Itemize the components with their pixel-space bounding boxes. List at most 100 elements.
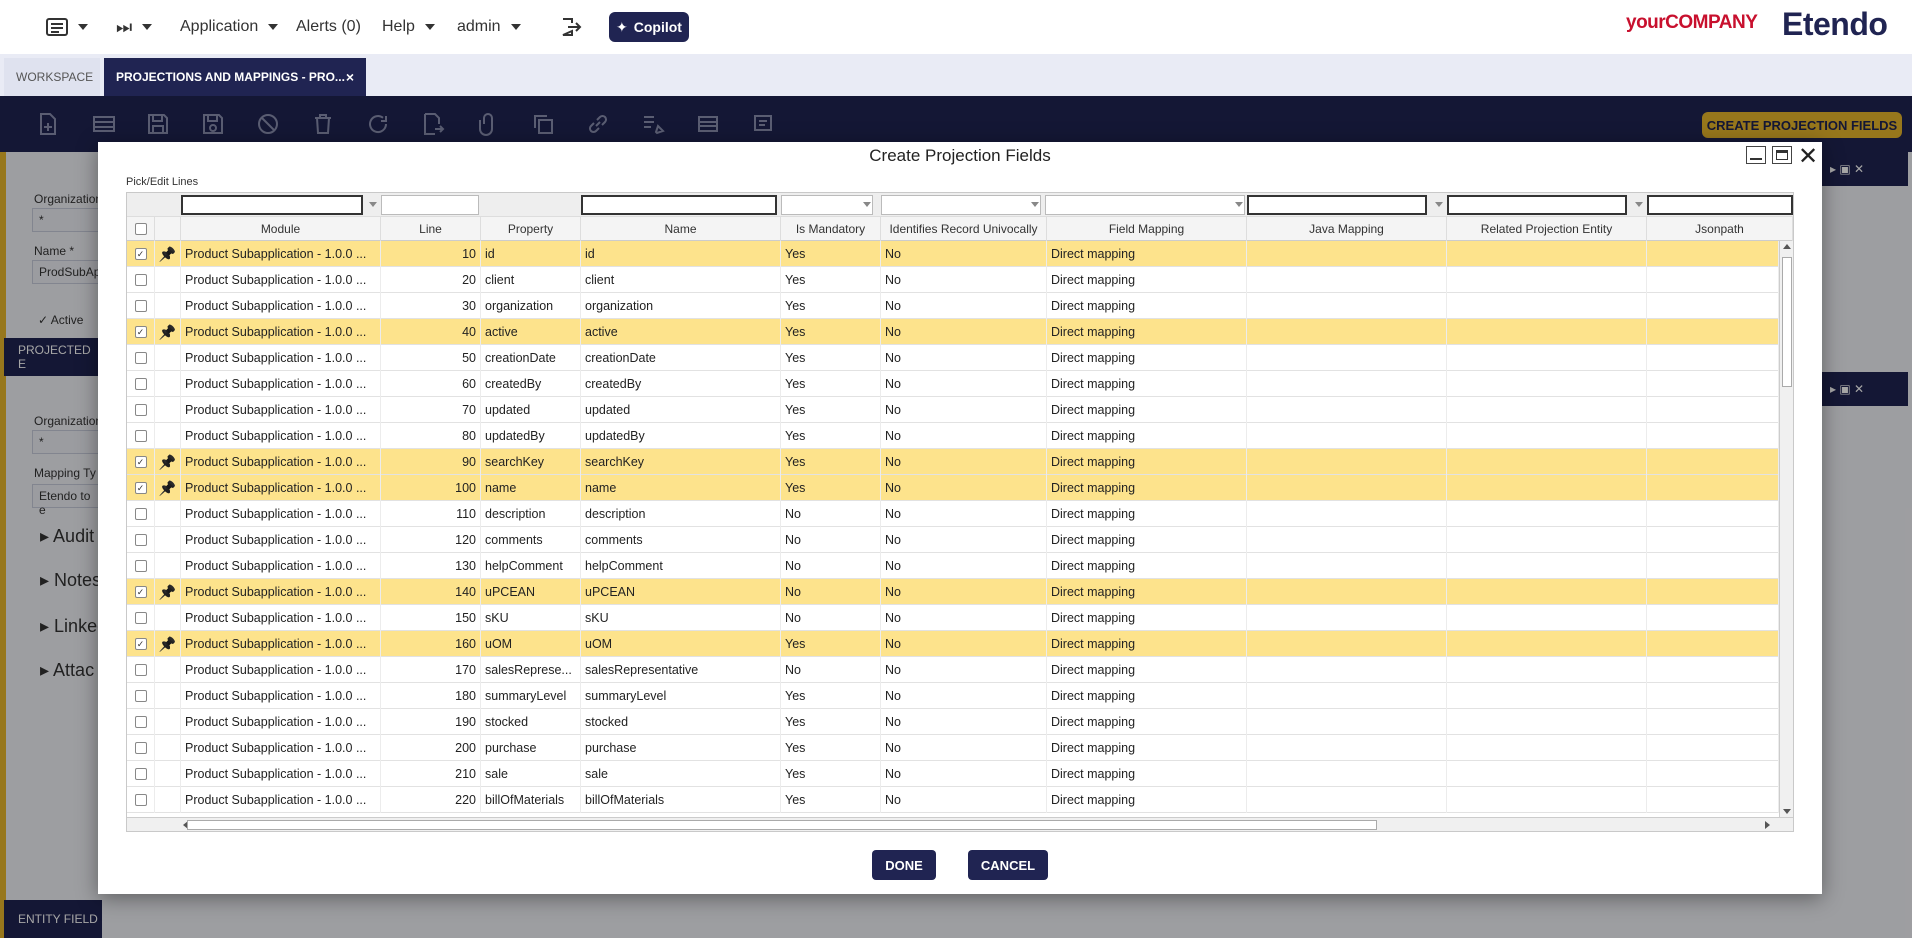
table-row[interactable]: ✓ 📌 Product Subapplication - 1.0.0 ... 40 ac… <box>127 319 1779 345</box>
horizontal-scroll-thumb[interactable] <box>187 820 1377 830</box>
cell-property[interactable]: summaryLevel <box>481 683 581 709</box>
cell-mandatory[interactable]: Yes <box>781 423 881 449</box>
cell-property[interactable]: id <box>481 241 581 267</box>
cell-identifies[interactable]: No <box>881 345 1047 371</box>
cell-module[interactable]: Product Subapplication - 1.0.0 ... <box>181 527 381 553</box>
row-checkbox[interactable]: ✓ <box>134 586 147 598</box>
cell-line[interactable]: 200 <box>381 735 481 761</box>
notes-button[interactable] <box>749 110 777 138</box>
row-select-cell[interactable] <box>127 371 155 397</box>
cell-mapping[interactable]: Direct mapping <box>1047 605 1247 631</box>
link-button[interactable] <box>584 110 612 138</box>
clone-button[interactable] <box>529 110 557 138</box>
cell-identifies[interactable]: No <box>881 605 1047 631</box>
row-checkbox[interactable] <box>134 716 147 728</box>
cell-mandatory[interactable]: Yes <box>781 267 881 293</box>
cell-java-mapping[interactable] <box>1247 605 1447 631</box>
organization2-field[interactable]: * <box>32 430 102 454</box>
cell-related-projection-entity[interactable] <box>1447 527 1647 553</box>
scroll-right-icon[interactable] <box>1765 821 1770 829</box>
row-select-cell[interactable] <box>127 397 155 423</box>
row-checkbox[interactable] <box>134 378 147 390</box>
row-select-cell[interactable]: ✓ <box>127 241 155 267</box>
vertical-scrollbar[interactable] <box>1779 241 1793 817</box>
cell-property[interactable]: name <box>481 475 581 501</box>
cell-java-mapping[interactable] <box>1247 475 1447 501</box>
scroll-up-icon[interactable] <box>1783 244 1791 249</box>
row-select-cell[interactable] <box>127 527 155 553</box>
cell-mandatory[interactable]: Yes <box>781 293 881 319</box>
row-checkbox[interactable] <box>134 430 147 442</box>
row-select-cell[interactable] <box>127 605 155 631</box>
cell-mapping[interactable]: Direct mapping <box>1047 501 1247 527</box>
new-record-button[interactable] <box>34 110 62 138</box>
select-all-checkbox[interactable] <box>134 223 147 235</box>
cell-mapping[interactable]: Direct mapping <box>1047 397 1247 423</box>
row-checkbox[interactable] <box>134 612 147 624</box>
table-row[interactable]: Product Subapplication - 1.0.0 ... 130 hel… <box>127 553 1779 579</box>
cell-mandatory[interactable]: No <box>781 501 881 527</box>
cell-jsonpath[interactable] <box>1647 527 1779 553</box>
row-select-cell[interactable] <box>127 709 155 735</box>
cell-identifies[interactable]: No <box>881 579 1047 605</box>
cell-mapping[interactable]: Direct mapping <box>1047 709 1247 735</box>
cell-line[interactable]: 110 <box>381 501 481 527</box>
cell-java-mapping[interactable] <box>1247 631 1447 657</box>
cell-line[interactable]: 10 <box>381 241 481 267</box>
cell-name[interactable]: stocked <box>581 709 781 735</box>
cell-name[interactable]: createdBy <box>581 371 781 397</box>
cell-name[interactable]: updated <box>581 397 781 423</box>
row-select-cell[interactable] <box>127 657 155 683</box>
table-row[interactable]: Product Subapplication - 1.0.0 ... 200 pur… <box>127 735 1779 761</box>
cell-jsonpath[interactable] <box>1647 319 1779 345</box>
row-checkbox[interactable] <box>134 768 147 780</box>
organization-field[interactable]: * <box>32 208 102 232</box>
cell-jsonpath[interactable] <box>1647 423 1779 449</box>
cell-mapping[interactable]: Direct mapping <box>1047 319 1247 345</box>
cell-mapping[interactable]: Direct mapping <box>1047 579 1247 605</box>
column-header-java-mapping[interactable]: Java Mapping <box>1247 217 1447 241</box>
cell-property[interactable]: createdBy <box>481 371 581 397</box>
column-header-name[interactable]: Name <box>581 217 781 241</box>
row-select-cell[interactable] <box>127 423 155 449</box>
cell-mapping[interactable]: Direct mapping <box>1047 423 1247 449</box>
cell-identifies[interactable]: No <box>881 735 1047 761</box>
cell-identifies[interactable]: No <box>881 267 1047 293</box>
row-select-cell[interactable] <box>127 293 155 319</box>
row-select-cell[interactable]: ✓ <box>127 319 155 345</box>
table-row[interactable]: Product Subapplication - 1.0.0 ... 150 sKU… <box>127 605 1779 631</box>
column-header-related-projection-entity[interactable]: Related Projection Entity <box>1447 217 1647 241</box>
cell-name[interactable]: description <box>581 501 781 527</box>
user-menu[interactable]: admin <box>457 0 521 54</box>
cell-java-mapping[interactable] <box>1247 423 1447 449</box>
cell-name[interactable]: salesRepresentative <box>581 657 781 683</box>
cell-line[interactable]: 30 <box>381 293 481 319</box>
cell-mapping[interactable]: Direct mapping <box>1047 631 1247 657</box>
row-select-cell[interactable]: ✓ <box>127 475 155 501</box>
chevron-down-icon[interactable] <box>1635 202 1643 207</box>
cell-mapping[interactable]: Direct mapping <box>1047 241 1247 267</box>
undo-button[interactable] <box>254 110 282 138</box>
cell-identifies[interactable]: No <box>881 553 1047 579</box>
table-row[interactable]: Product Subapplication - 1.0.0 ... 60 crea… <box>127 371 1779 397</box>
cell-name[interactable]: sale <box>581 761 781 787</box>
chevron-down-icon[interactable] <box>1435 202 1443 207</box>
cell-identifies[interactable]: No <box>881 319 1047 345</box>
chevron-down-icon[interactable] <box>369 202 377 207</box>
cell-line[interactable]: 70 <box>381 397 481 423</box>
cell-mandatory[interactable]: No <box>781 527 881 553</box>
cell-related-projection-entity[interactable] <box>1447 423 1647 449</box>
table-row[interactable]: Product Subapplication - 1.0.0 ... 120 com… <box>127 527 1779 553</box>
cell-java-mapping[interactable] <box>1247 241 1447 267</box>
cell-mandatory[interactable]: Yes <box>781 397 881 423</box>
cell-line[interactable]: 210 <box>381 761 481 787</box>
cell-identifies[interactable]: No <box>881 657 1047 683</box>
new-row-button[interactable] <box>90 110 118 138</box>
cell-mapping[interactable]: Direct mapping <box>1047 527 1247 553</box>
cell-mapping[interactable]: Direct mapping <box>1047 267 1247 293</box>
row-checkbox[interactable]: ✓ <box>134 482 147 494</box>
save-close-button[interactable] <box>199 110 227 138</box>
cell-property[interactable]: updatedBy <box>481 423 581 449</box>
cell-module[interactable]: Product Subapplication - 1.0.0 ... <box>181 605 381 631</box>
cell-module[interactable]: Product Subapplication - 1.0.0 ... <box>181 787 381 813</box>
